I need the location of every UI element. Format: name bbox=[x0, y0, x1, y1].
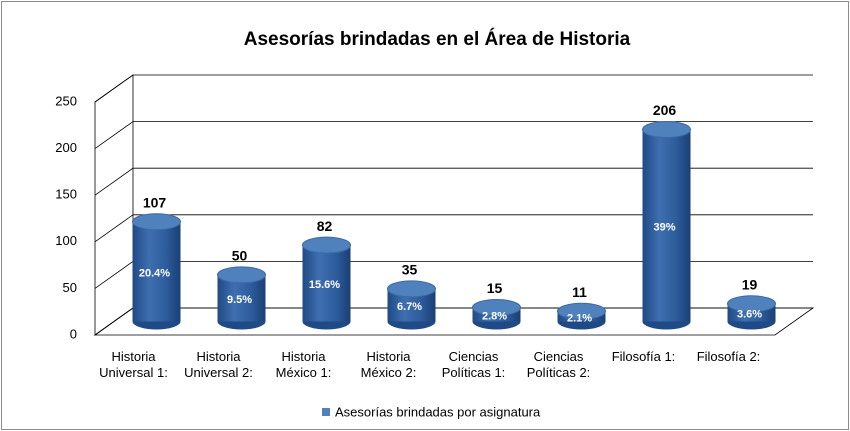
x-tick-label: Historia Universal 1: bbox=[99, 349, 168, 380]
y-tick-label: 50 bbox=[63, 280, 77, 295]
legend-swatch bbox=[322, 408, 330, 416]
x-tick-label: Historia Universal 2: bbox=[184, 349, 253, 380]
value-label: 107 bbox=[143, 194, 167, 210]
cylinder-top bbox=[132, 213, 181, 231]
bar bbox=[302, 245, 351, 322]
share-label: 9.5% bbox=[227, 294, 252, 306]
value-label: 206 bbox=[653, 102, 677, 118]
share-label: 20.4% bbox=[139, 268, 170, 280]
y-tick-label: 0 bbox=[70, 326, 77, 341]
bar bbox=[642, 129, 691, 322]
value-label: 19 bbox=[742, 276, 758, 292]
legend-label: Asesorías brindadas por asignatura bbox=[335, 404, 541, 419]
grid-line bbox=[94, 74, 813, 103]
bar bbox=[132, 221, 181, 322]
share-label: 6.7% bbox=[397, 301, 422, 313]
grid-line bbox=[94, 121, 813, 149]
x-tick-label: Ciencias Políticas 2: bbox=[526, 349, 591, 380]
chart-title: Asesorías brindadas en el Área de Histor… bbox=[244, 28, 631, 50]
x-tick-label: Filosofía 2: bbox=[696, 349, 761, 364]
grid-line bbox=[94, 214, 813, 243]
x-tick-label: Historia México 2: bbox=[360, 349, 417, 380]
value-label: 15 bbox=[487, 280, 503, 296]
share-label: 2.1% bbox=[567, 312, 592, 324]
grid-line bbox=[94, 167, 813, 196]
cylinder-top bbox=[217, 266, 266, 284]
x-tick-label: Filosofía 1: bbox=[611, 349, 676, 364]
y-tick-label: 250 bbox=[55, 93, 77, 108]
value-label: 82 bbox=[317, 218, 333, 234]
share-label: 3.6% bbox=[737, 309, 762, 321]
cylinder-top bbox=[727, 295, 776, 313]
y-tick-label: 100 bbox=[55, 233, 77, 248]
share-label: 2.8% bbox=[482, 310, 507, 322]
x-tick-label: Historia México 1: bbox=[275, 349, 332, 380]
value-label: 35 bbox=[402, 262, 418, 278]
cylinder-top bbox=[642, 121, 691, 139]
share-label: 39% bbox=[653, 221, 675, 233]
y-tick-label: 200 bbox=[55, 140, 77, 155]
cylinder-top bbox=[472, 299, 521, 317]
cylinder-top bbox=[387, 280, 436, 298]
cylinder-top bbox=[557, 302, 606, 320]
share-label: 15.6% bbox=[309, 279, 340, 291]
value-label: 50 bbox=[232, 248, 248, 264]
cylinder-top bbox=[302, 236, 351, 254]
y-tick-label: 150 bbox=[55, 187, 77, 202]
x-tick-label: Ciencias Políticas 1: bbox=[441, 349, 506, 380]
value-label: 11 bbox=[572, 284, 587, 300]
